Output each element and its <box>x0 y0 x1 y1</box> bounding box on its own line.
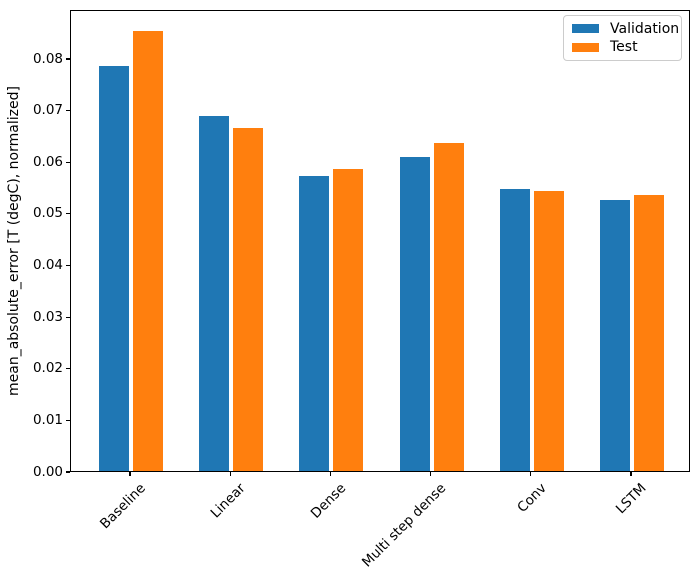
x-tick-mark <box>229 472 231 476</box>
x-tick-label-conv: Conv <box>513 480 550 516</box>
test-color-swatch <box>572 42 599 53</box>
y-tick-mark <box>66 110 70 112</box>
y-tick-label: 0.02 <box>32 360 63 377</box>
bar-test-conv <box>533 190 564 471</box>
y-tick-label: 0.08 <box>32 50 63 67</box>
bar-validation-multi-step-dense <box>399 157 430 471</box>
x-tick-mark <box>530 472 532 476</box>
y-tick-mark <box>66 368 70 370</box>
bar-test-linear <box>233 128 264 471</box>
x-tick-mark <box>129 472 131 476</box>
legend-entry-validation: Validation <box>572 21 679 37</box>
y-tick-mark <box>66 316 70 318</box>
x-tick-label-dense: Dense <box>307 480 350 522</box>
y-tick-mark <box>66 264 70 267</box>
y-axis-label: mean_absolute_error [T (degC), normalize… <box>6 86 22 396</box>
y-tick-mark <box>66 419 70 421</box>
y-tick-mark <box>66 213 70 215</box>
x-tick-mark <box>329 472 331 476</box>
bar-test-lstm <box>634 194 664 471</box>
y-tick-label: 0.05 <box>32 205 63 222</box>
legend-label-test: Test <box>610 39 638 56</box>
legend: Validation Test <box>563 15 682 61</box>
bar-validation-baseline <box>99 65 129 471</box>
plot-area <box>70 10 690 472</box>
x-tick-label-lstm: LSTM <box>612 480 650 518</box>
legend-label-validation: Validation <box>610 20 680 37</box>
y-tick-label: 0.04 <box>32 257 63 273</box>
y-tick-label: 0.01 <box>32 411 63 428</box>
y-tick-label: 0.06 <box>32 153 63 170</box>
bar-validation-conv <box>499 188 530 471</box>
y-tick-label: 0.03 <box>32 308 63 325</box>
bar-validation-dense <box>299 175 330 471</box>
legend-entry-test: Test <box>572 39 673 55</box>
x-tick-label-linear: Linear <box>207 480 249 522</box>
bar-validation-lstm <box>600 200 630 471</box>
y-tick-label: 0.07 <box>32 102 63 119</box>
x-tick-mark <box>630 472 632 476</box>
bar-test-dense <box>333 169 364 471</box>
x-tick-mark <box>430 472 432 476</box>
y-tick-label: 0.00 <box>32 463 63 480</box>
y-tick-mark <box>66 161 70 163</box>
y-tick-mark <box>66 58 70 60</box>
bar-validation-linear <box>199 116 230 471</box>
x-tick-label-multi-step-dense: Multi step dense <box>359 480 450 571</box>
y-tick-mark <box>66 471 70 473</box>
bar-test-multi-step-dense <box>433 142 464 471</box>
x-tick-label-baseline: Baseline <box>96 480 149 533</box>
validation-color-swatch <box>572 23 599 34</box>
bar-test-baseline <box>133 31 163 471</box>
